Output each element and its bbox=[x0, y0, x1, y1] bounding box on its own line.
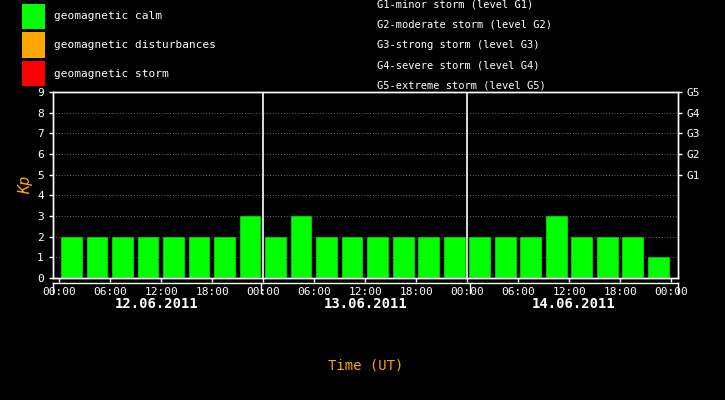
Text: G1-minor storm (level G1): G1-minor storm (level G1) bbox=[377, 0, 534, 10]
Bar bbox=[571, 237, 593, 278]
Bar bbox=[138, 237, 160, 278]
Bar bbox=[418, 237, 440, 278]
Text: 12.06.2011: 12.06.2011 bbox=[115, 297, 199, 311]
Bar bbox=[316, 237, 338, 278]
Text: geomagnetic calm: geomagnetic calm bbox=[54, 11, 162, 21]
Bar bbox=[521, 237, 542, 278]
Bar bbox=[87, 237, 109, 278]
Bar bbox=[368, 237, 389, 278]
Text: geomagnetic disturbances: geomagnetic disturbances bbox=[54, 40, 215, 50]
Bar bbox=[444, 237, 465, 278]
Bar bbox=[546, 216, 568, 278]
Bar bbox=[265, 237, 287, 278]
Text: G4-severe storm (level G4): G4-severe storm (level G4) bbox=[377, 60, 539, 70]
Bar bbox=[393, 237, 415, 278]
Bar bbox=[61, 237, 83, 278]
Bar bbox=[495, 237, 516, 278]
Y-axis label: Kp: Kp bbox=[18, 176, 33, 194]
Text: Time (UT): Time (UT) bbox=[328, 358, 403, 372]
Bar bbox=[622, 237, 644, 278]
Bar bbox=[341, 237, 363, 278]
Text: G2-moderate storm (level G2): G2-moderate storm (level G2) bbox=[377, 20, 552, 30]
Text: 14.06.2011: 14.06.2011 bbox=[532, 297, 616, 311]
Text: G3-strong storm (level G3): G3-strong storm (level G3) bbox=[377, 40, 539, 50]
Bar bbox=[163, 237, 185, 278]
Bar bbox=[648, 257, 670, 278]
Bar bbox=[469, 237, 491, 278]
Bar bbox=[597, 237, 618, 278]
Bar bbox=[22, 32, 45, 58]
Bar bbox=[22, 61, 45, 86]
Bar bbox=[291, 216, 312, 278]
Bar bbox=[112, 237, 134, 278]
Text: G5-extreme storm (level G5): G5-extreme storm (level G5) bbox=[377, 80, 546, 90]
Bar bbox=[22, 4, 45, 29]
Text: 13.06.2011: 13.06.2011 bbox=[323, 297, 407, 311]
Bar bbox=[240, 216, 262, 278]
Bar bbox=[215, 237, 236, 278]
Text: geomagnetic storm: geomagnetic storm bbox=[54, 69, 168, 79]
Bar bbox=[188, 237, 210, 278]
